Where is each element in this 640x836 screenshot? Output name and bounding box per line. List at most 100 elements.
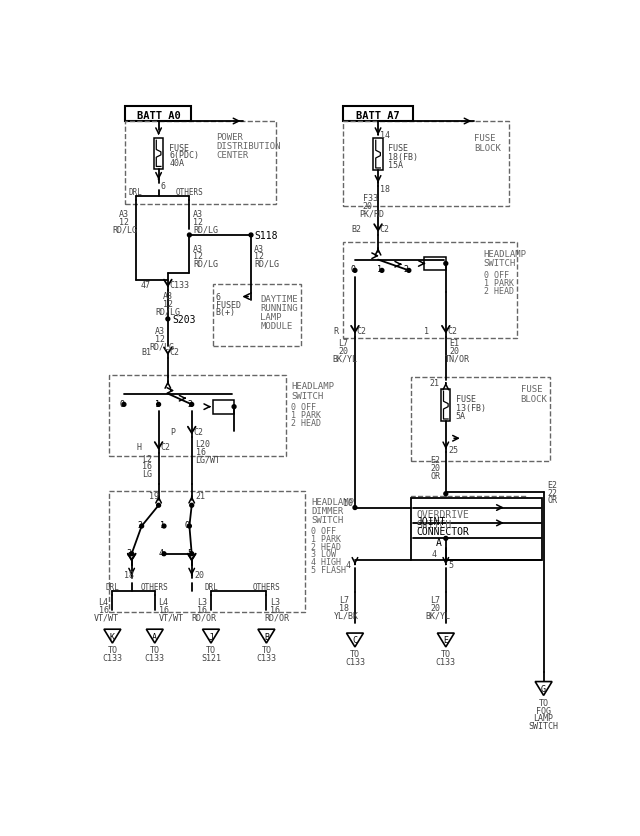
- Text: TO: TO: [350, 650, 360, 659]
- Bar: [411, 377, 550, 461]
- Circle shape: [157, 504, 161, 507]
- Text: FOG: FOG: [536, 706, 551, 715]
- Text: SWITCH: SWITCH: [484, 259, 516, 268]
- Circle shape: [353, 506, 357, 510]
- Text: 16: 16: [197, 605, 207, 614]
- Text: FUSE: FUSE: [520, 385, 542, 394]
- Text: BK/YL: BK/YL: [426, 611, 451, 620]
- Text: RD/LG: RD/LG: [254, 260, 279, 268]
- Text: BK/YL: BK/YL: [333, 354, 358, 363]
- Text: L20: L20: [196, 440, 211, 449]
- Text: 20: 20: [431, 604, 440, 613]
- Circle shape: [157, 403, 161, 407]
- Bar: [373, 139, 383, 171]
- Text: C133: C133: [257, 654, 276, 662]
- Text: 18(FB): 18(FB): [388, 153, 418, 161]
- Text: A3: A3: [193, 244, 204, 253]
- Circle shape: [249, 234, 253, 237]
- Text: RUNNING: RUNNING: [260, 303, 298, 313]
- Text: C2: C2: [160, 443, 170, 451]
- Text: L2: L2: [141, 454, 152, 463]
- Text: TO: TO: [261, 645, 271, 655]
- Text: C2: C2: [193, 427, 204, 436]
- Text: 2 HEAD: 2 HEAD: [484, 287, 513, 296]
- Text: 1: 1: [424, 327, 429, 335]
- Text: 12: 12: [254, 252, 264, 261]
- Text: B: B: [264, 632, 269, 641]
- Text: 1: 1: [155, 400, 160, 409]
- Text: TO: TO: [539, 698, 548, 707]
- Text: S118: S118: [254, 231, 278, 241]
- Text: E2: E2: [547, 481, 557, 489]
- Text: VT/WT: VT/WT: [159, 613, 184, 622]
- Text: 25: 25: [448, 445, 458, 454]
- Text: 20: 20: [431, 463, 440, 472]
- Text: 18: 18: [124, 570, 134, 579]
- Text: YL/BK: YL/BK: [333, 611, 358, 620]
- Text: BLOCK: BLOCK: [474, 144, 501, 152]
- Text: DRL: DRL: [129, 188, 143, 197]
- Text: A3: A3: [118, 210, 129, 219]
- Text: 0 OFF: 0 OFF: [484, 271, 509, 280]
- Text: 20: 20: [363, 202, 372, 211]
- Text: C2: C2: [356, 327, 367, 335]
- Circle shape: [232, 405, 236, 409]
- Text: 16: 16: [99, 605, 109, 614]
- Text: E2: E2: [431, 456, 440, 465]
- Text: RD/LG: RD/LG: [113, 225, 138, 234]
- Text: 2 HEAD: 2 HEAD: [291, 418, 321, 427]
- Text: 40A: 40A: [170, 159, 184, 168]
- Text: 20: 20: [450, 347, 460, 355]
- Bar: [424, 257, 446, 271]
- Text: 1 PARK: 1 PARK: [291, 410, 321, 420]
- Text: BATT A0: BATT A0: [137, 110, 180, 120]
- Bar: [411, 497, 527, 548]
- Text: A3: A3: [254, 244, 264, 253]
- Text: A: A: [152, 632, 157, 641]
- Circle shape: [188, 234, 191, 237]
- Text: 22: 22: [547, 488, 557, 497]
- Text: E: E: [444, 635, 448, 645]
- Text: SWITCH: SWITCH: [529, 721, 559, 730]
- Text: 18: 18: [339, 604, 349, 613]
- Bar: [125, 106, 191, 122]
- Text: 16: 16: [270, 605, 280, 614]
- Circle shape: [162, 524, 166, 528]
- Text: 6(PDC): 6(PDC): [170, 151, 200, 161]
- Text: OTHERS: OTHERS: [175, 188, 204, 197]
- Text: 2: 2: [187, 400, 192, 409]
- Text: 16: 16: [159, 605, 168, 614]
- Text: F33: F33: [363, 194, 378, 203]
- Text: 21: 21: [196, 491, 205, 500]
- Text: DISTRIBUTION: DISTRIBUTION: [216, 142, 281, 151]
- Bar: [441, 390, 451, 422]
- Text: 12: 12: [193, 252, 204, 261]
- Circle shape: [444, 492, 448, 496]
- Circle shape: [190, 403, 194, 407]
- Text: OR: OR: [431, 472, 440, 480]
- Text: HEADLAMP: HEADLAMP: [484, 250, 527, 258]
- Text: 4 HIGH: 4 HIGH: [311, 558, 341, 566]
- Text: 12: 12: [155, 334, 164, 344]
- Text: FUSE: FUSE: [388, 144, 408, 152]
- Text: K: K: [110, 632, 115, 641]
- Text: JOINT: JOINT: [417, 517, 446, 527]
- Text: 13(FB): 13(FB): [456, 404, 486, 412]
- Bar: [344, 106, 413, 122]
- Circle shape: [122, 403, 126, 407]
- Text: 21: 21: [429, 379, 440, 388]
- Text: 1 PARK: 1 PARK: [311, 534, 341, 543]
- Circle shape: [407, 269, 411, 273]
- Text: 10: 10: [344, 499, 353, 507]
- Text: HEADLAMP: HEADLAMP: [291, 382, 334, 391]
- Text: POWER: POWER: [216, 133, 243, 142]
- Text: MODULE: MODULE: [260, 322, 292, 331]
- Text: 16: 16: [196, 447, 205, 456]
- Circle shape: [190, 504, 194, 507]
- Text: C2: C2: [380, 225, 390, 234]
- Text: LG: LG: [141, 470, 152, 478]
- Text: FUSE: FUSE: [170, 144, 189, 152]
- Text: RD/OR: RD/OR: [192, 613, 217, 622]
- Text: 47: 47: [141, 280, 151, 289]
- Text: LAMP: LAMP: [260, 313, 282, 322]
